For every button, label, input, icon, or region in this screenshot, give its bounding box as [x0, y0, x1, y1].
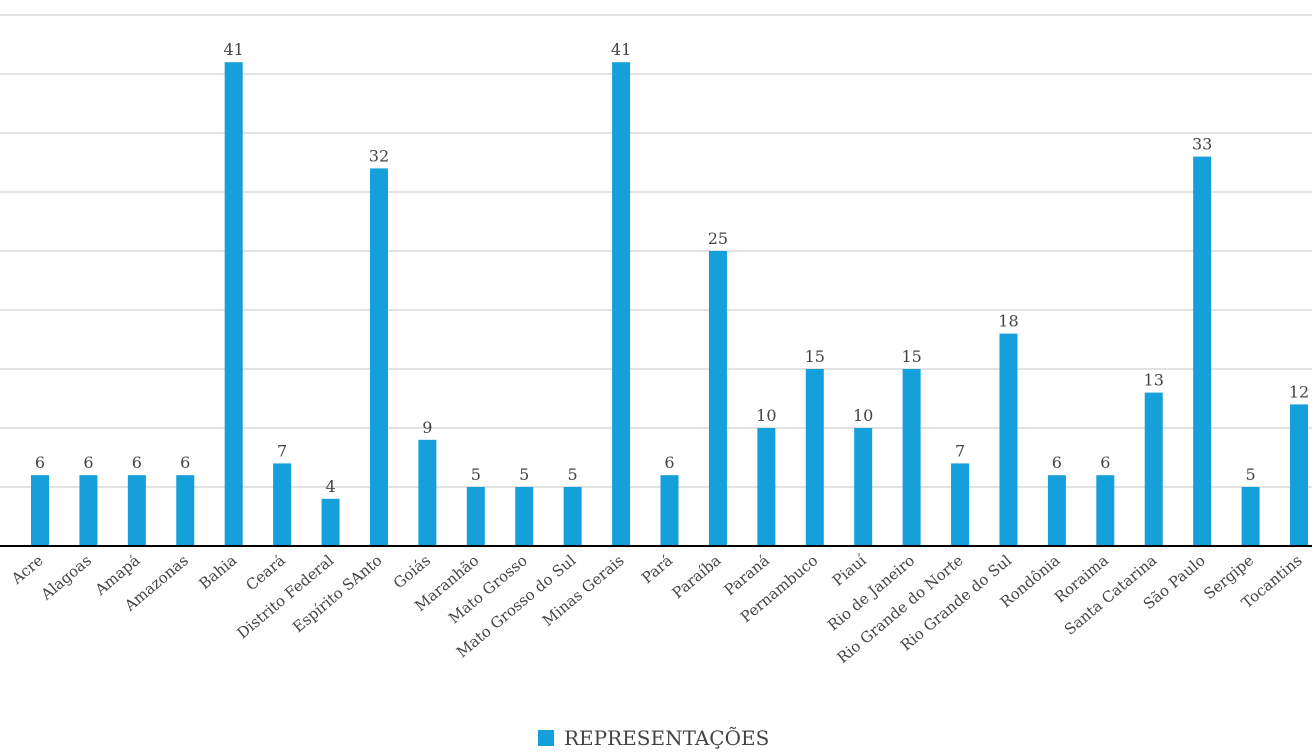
bar: [515, 487, 534, 546]
bar: [1290, 404, 1308, 546]
data-label: 7: [955, 441, 965, 460]
data-label: 6: [35, 453, 45, 472]
data-label: 13: [1144, 371, 1164, 390]
category-label: Paraíba: [669, 551, 725, 602]
bar: [563, 487, 582, 546]
bar: [176, 475, 195, 546]
data-labels: 6 6 6 6 41 7 4 32 9 5 5 5 41 6 25 10 15 10 15 7 18 6 6 13 33 5 12: [35, 40, 1309, 496]
bar: [224, 62, 243, 546]
data-label: 33: [1192, 135, 1212, 154]
bar: [951, 463, 970, 546]
data-label: 6: [1100, 453, 1110, 472]
category-label: Acre: [7, 551, 46, 588]
legend-label: REPRESENTAÇÕES: [564, 726, 770, 750]
bar: [273, 463, 292, 546]
bar: [1193, 156, 1212, 546]
data-label: 25: [708, 229, 728, 248]
data-label: 32: [369, 146, 389, 165]
gridlines: [0, 14, 1312, 488]
category-label: Piauí: [829, 551, 870, 590]
data-label: 15: [805, 347, 825, 366]
bar: [805, 369, 824, 546]
bars: [31, 62, 1308, 546]
data-label: 5: [568, 465, 578, 484]
category-label: Alagoas: [37, 551, 95, 604]
data-label: 6: [132, 453, 142, 472]
data-label: 10: [756, 406, 776, 425]
category-label: Espírito SAnto: [289, 551, 385, 636]
bar: [999, 333, 1018, 546]
bar: [1241, 487, 1260, 546]
bar: [1096, 475, 1115, 546]
bar: [79, 475, 98, 546]
bar: [321, 498, 340, 546]
bar: [127, 475, 146, 546]
bar: [1047, 475, 1066, 546]
category-label: Pará: [638, 551, 676, 587]
bar: [902, 369, 921, 546]
data-label: 9: [422, 418, 432, 437]
bar: [612, 62, 631, 546]
data-label: 6: [180, 453, 190, 472]
legend-swatch: [538, 730, 554, 746]
data-label: 6: [1052, 453, 1062, 472]
bar: [466, 487, 485, 546]
bar: [708, 251, 727, 546]
bar: [1144, 392, 1163, 546]
data-label: 41: [224, 40, 244, 59]
bar: [369, 168, 388, 546]
legend: REPRESENTAÇÕES: [538, 726, 769, 750]
data-label: 5: [471, 465, 481, 484]
data-label: 5: [1245, 465, 1255, 484]
category-label: Bahia: [195, 551, 240, 593]
data-label: 7: [277, 441, 287, 460]
data-label: 18: [998, 312, 1018, 331]
bar: [854, 428, 873, 546]
data-label: 15: [901, 347, 921, 366]
data-label: 6: [83, 453, 93, 472]
category-label: Goiás: [390, 551, 434, 592]
data-label: 41: [611, 40, 631, 59]
data-label: 10: [853, 406, 873, 425]
data-label: 6: [664, 453, 674, 472]
bar: [660, 475, 679, 546]
bar: [418, 439, 437, 546]
data-label: 12: [1289, 382, 1309, 401]
bar: [757, 428, 776, 546]
data-label: 5: [519, 465, 529, 484]
bar: [31, 475, 49, 546]
data-label: 4: [325, 477, 335, 496]
